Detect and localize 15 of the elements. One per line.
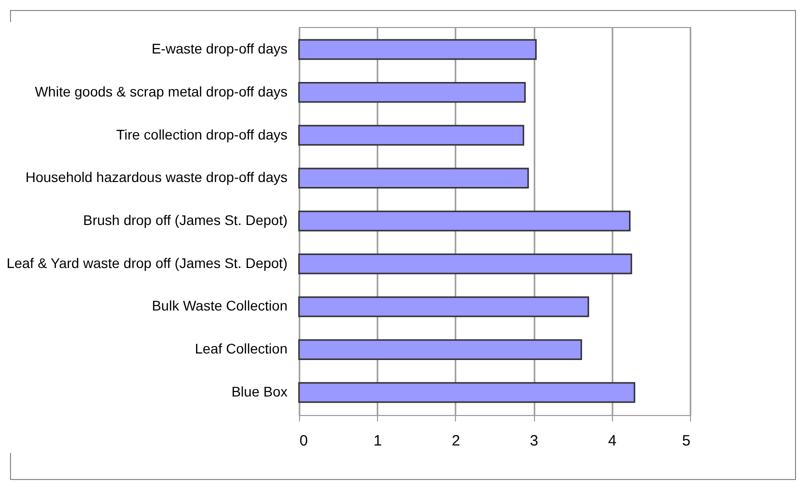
- x-tick-label: 3: [530, 432, 538, 450]
- y-tick-label: E-waste drop-off days: [152, 40, 288, 57]
- y-tick-label: Blue Box: [231, 383, 288, 400]
- y-tick-label: Tire collection drop-off days: [116, 126, 288, 142]
- x-tick-label: 2: [452, 432, 460, 450]
- x-tick-label: 4: [608, 432, 616, 450]
- y-tick-label: Leaf Collection: [194, 340, 288, 357]
- y-tick-label: Household hazardous waste drop-off days: [25, 169, 288, 186]
- x-tick-label: 5: [682, 432, 690, 450]
- y-tick-label: Leaf & Yard waste drop off (James St. Depot): [6, 254, 288, 271]
- x-tick-label: 1: [374, 432, 382, 450]
- y-tick-label: Bulk Waste Collection: [152, 298, 288, 314]
- x-tick-label: 0: [300, 432, 308, 450]
- y-tick-label: Brush drop off (James St. Depot): [83, 212, 288, 228]
- y-tick-label: White goods & scrap metal drop-off days: [34, 83, 288, 100]
